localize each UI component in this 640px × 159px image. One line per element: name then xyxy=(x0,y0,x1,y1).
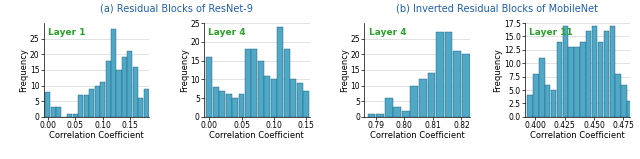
Bar xyxy=(616,74,621,117)
Bar xyxy=(527,95,533,117)
Bar xyxy=(258,61,264,117)
Bar xyxy=(385,98,392,117)
X-axis label: Correlation Coefficient: Correlation Coefficient xyxy=(531,131,625,140)
Bar xyxy=(539,58,545,117)
Bar xyxy=(533,74,539,117)
Text: (b) Inverted Residual Blocks of MobileNet: (b) Inverted Residual Blocks of MobileNe… xyxy=(396,3,598,13)
Y-axis label: Frequency: Frequency xyxy=(493,48,502,92)
Bar xyxy=(284,49,290,117)
Bar xyxy=(557,42,562,117)
Bar xyxy=(127,51,132,117)
Bar xyxy=(621,85,627,117)
Bar xyxy=(89,89,94,117)
Bar xyxy=(428,73,435,117)
Text: Layer 4: Layer 4 xyxy=(369,28,406,37)
Bar xyxy=(111,29,116,117)
Bar xyxy=(138,98,143,117)
Bar xyxy=(627,101,632,117)
Bar xyxy=(592,26,597,117)
Bar xyxy=(245,49,251,117)
Bar xyxy=(598,42,603,117)
Bar xyxy=(609,26,615,117)
X-axis label: Correlation Coefficient: Correlation Coefficient xyxy=(49,131,143,140)
Bar xyxy=(45,92,51,117)
Bar xyxy=(461,54,470,117)
Bar xyxy=(232,98,238,117)
Bar xyxy=(84,95,89,117)
Bar xyxy=(56,107,61,117)
Bar xyxy=(212,87,219,117)
Bar xyxy=(551,90,556,117)
Bar xyxy=(133,67,138,117)
Text: Layer 11: Layer 11 xyxy=(529,28,573,37)
Bar xyxy=(410,86,419,117)
Bar xyxy=(122,57,127,117)
Bar xyxy=(271,79,277,117)
Bar xyxy=(436,32,444,117)
Bar xyxy=(239,94,244,117)
Bar xyxy=(604,31,609,117)
Y-axis label: Frequency: Frequency xyxy=(19,48,28,92)
Bar xyxy=(376,114,384,117)
Bar xyxy=(574,47,580,117)
Text: Layer 1: Layer 1 xyxy=(48,28,85,37)
Bar xyxy=(116,70,122,117)
Y-axis label: Frequency: Frequency xyxy=(180,48,189,92)
Bar xyxy=(67,114,72,117)
Bar xyxy=(586,31,591,117)
Bar xyxy=(100,83,105,117)
Bar xyxy=(419,79,427,117)
Bar xyxy=(367,114,376,117)
Bar xyxy=(78,95,83,117)
Bar xyxy=(144,89,149,117)
Bar xyxy=(252,49,257,117)
Bar xyxy=(445,32,452,117)
Bar xyxy=(264,76,271,117)
Bar xyxy=(297,83,303,117)
Bar xyxy=(580,42,586,117)
Text: (a) Residual Blocks of ResNet-9: (a) Residual Blocks of ResNet-9 xyxy=(100,3,253,13)
X-axis label: Correlation Coefficient: Correlation Coefficient xyxy=(370,131,465,140)
Y-axis label: Frequency: Frequency xyxy=(340,48,349,92)
Bar xyxy=(219,91,225,117)
Bar xyxy=(73,114,77,117)
Bar xyxy=(568,47,574,117)
Bar xyxy=(303,91,309,117)
Bar xyxy=(277,27,284,117)
Bar xyxy=(291,79,296,117)
Text: Layer 4: Layer 4 xyxy=(208,28,246,37)
Bar xyxy=(225,94,232,117)
Bar xyxy=(51,107,56,117)
Bar xyxy=(106,61,111,117)
Bar xyxy=(545,85,550,117)
Bar xyxy=(393,107,401,117)
Bar xyxy=(402,111,410,117)
Bar xyxy=(206,57,212,117)
Bar xyxy=(95,86,100,117)
X-axis label: Correlation Coefficient: Correlation Coefficient xyxy=(209,131,304,140)
Bar xyxy=(453,51,461,117)
Bar xyxy=(563,26,568,117)
